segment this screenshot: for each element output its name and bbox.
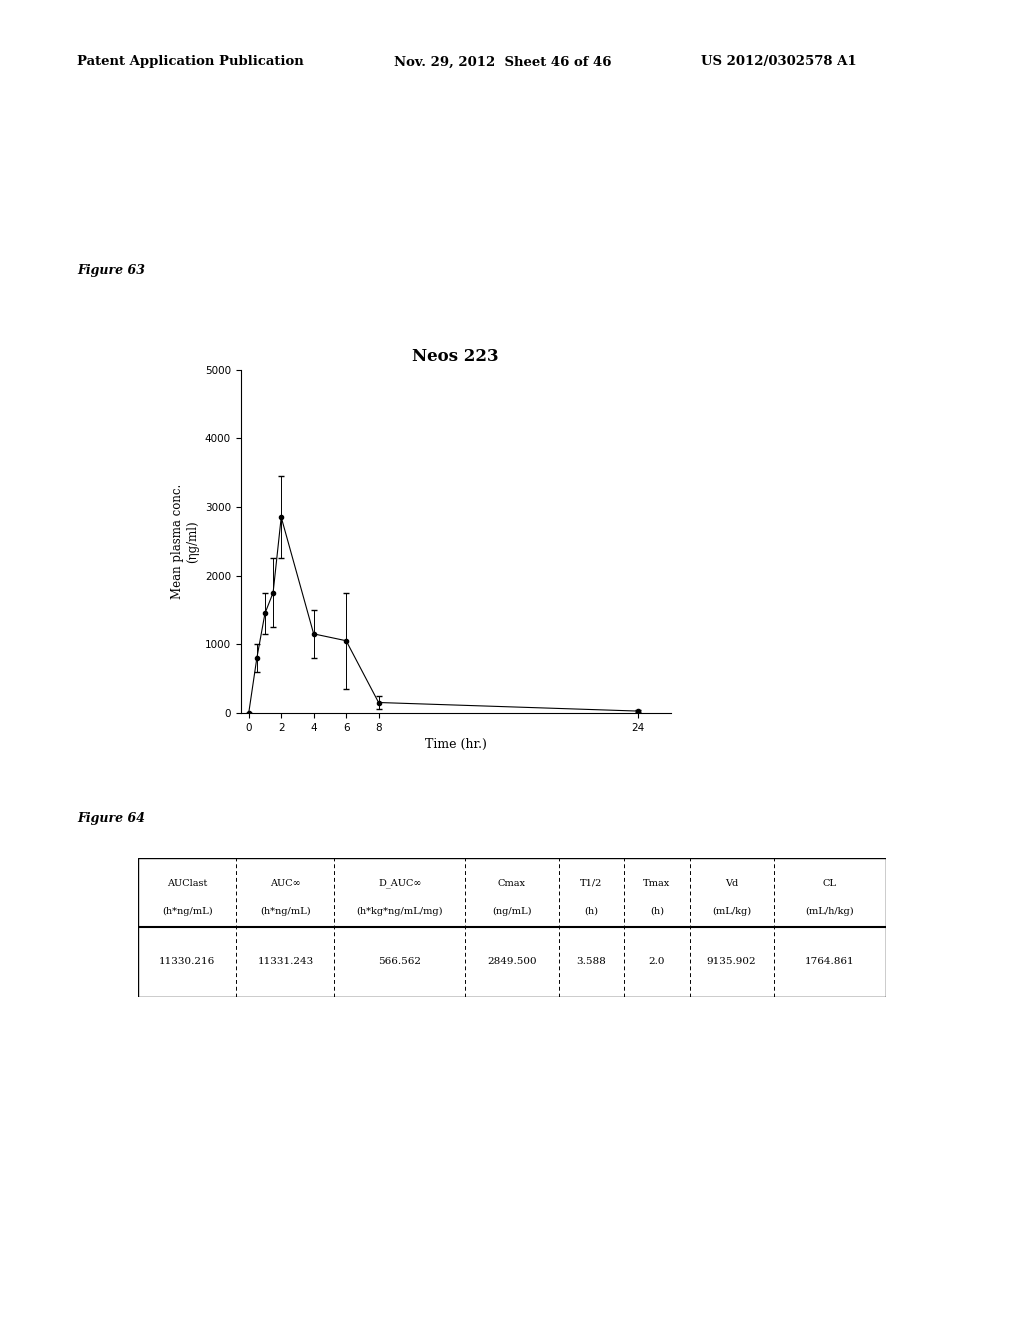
Text: Tmax: Tmax xyxy=(643,879,671,888)
Text: Figure 64: Figure 64 xyxy=(77,812,144,825)
Text: AUC∞: AUC∞ xyxy=(270,879,301,888)
Text: Patent Application Publication: Patent Application Publication xyxy=(77,55,303,69)
Text: T1/2: T1/2 xyxy=(581,879,602,888)
Text: 1764.861: 1764.861 xyxy=(805,957,854,966)
Text: 2.0: 2.0 xyxy=(648,957,665,966)
Text: 3.588: 3.588 xyxy=(577,957,606,966)
X-axis label: Time (hr.): Time (hr.) xyxy=(425,738,486,751)
Text: US 2012/0302578 A1: US 2012/0302578 A1 xyxy=(701,55,857,69)
Text: (mL/h/kg): (mL/h/kg) xyxy=(806,907,854,916)
Text: (h*ng/mL): (h*ng/mL) xyxy=(260,907,310,916)
Text: 2849.500: 2849.500 xyxy=(487,957,537,966)
Text: (h*ng/mL): (h*ng/mL) xyxy=(162,907,213,916)
Text: 11330.216: 11330.216 xyxy=(159,957,215,966)
Text: 566.562: 566.562 xyxy=(379,957,421,966)
Text: (mL/kg): (mL/kg) xyxy=(712,907,752,916)
Text: Cmax: Cmax xyxy=(498,879,526,888)
Y-axis label: Mean plasma conc.
(ηg/ml): Mean plasma conc. (ηg/ml) xyxy=(171,483,200,599)
Text: 9135.902: 9135.902 xyxy=(707,957,757,966)
Text: CL: CL xyxy=(822,879,837,888)
Text: (ng/mL): (ng/mL) xyxy=(493,907,531,916)
Text: (h): (h) xyxy=(585,907,598,916)
Text: Nov. 29, 2012  Sheet 46 of 46: Nov. 29, 2012 Sheet 46 of 46 xyxy=(394,55,611,69)
Text: 11331.243: 11331.243 xyxy=(257,957,313,966)
Text: D_AUC∞: D_AUC∞ xyxy=(378,879,422,888)
Text: Figure 63: Figure 63 xyxy=(77,264,144,277)
Text: AUClast: AUClast xyxy=(167,879,208,888)
Text: (h): (h) xyxy=(650,907,664,916)
Text: Vd: Vd xyxy=(725,879,738,888)
Title: Neos 223: Neos 223 xyxy=(413,348,499,366)
Text: (h*kg*ng/mL/mg): (h*kg*ng/mL/mg) xyxy=(356,907,443,916)
